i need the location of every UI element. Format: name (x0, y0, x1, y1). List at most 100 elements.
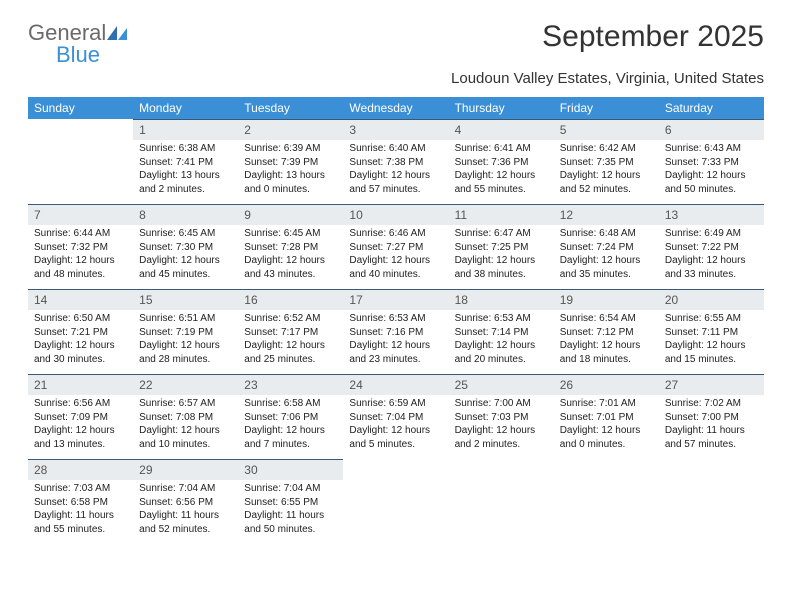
calendar-cell: 7Sunrise: 6:44 AMSunset: 7:32 PMDaylight… (28, 204, 133, 289)
daylight-text: Daylight: 12 hours and 45 minutes. (139, 254, 232, 281)
calendar-cell: 9Sunrise: 6:45 AMSunset: 7:28 PMDaylight… (238, 204, 343, 289)
sunrise-text: Sunrise: 6:55 AM (665, 312, 758, 326)
day-number: 5 (554, 119, 659, 140)
sunrise-text: Sunrise: 6:50 AM (34, 312, 127, 326)
daylight-text: Daylight: 12 hours and 35 minutes. (560, 254, 653, 281)
calendar-cell: 5Sunrise: 6:42 AMSunset: 7:35 PMDaylight… (554, 119, 659, 204)
calendar-cell: 21Sunrise: 6:56 AMSunset: 7:09 PMDayligh… (28, 374, 133, 459)
weekday-header: Thursday (449, 97, 554, 119)
sunrise-text: Sunrise: 6:47 AM (455, 227, 548, 241)
sunset-text: Sunset: 7:28 PM (244, 241, 337, 255)
calendar-cell (659, 459, 764, 544)
weekday-header: Friday (554, 97, 659, 119)
daylight-text: Daylight: 12 hours and 48 minutes. (34, 254, 127, 281)
sunset-text: Sunset: 7:25 PM (455, 241, 548, 255)
sunset-text: Sunset: 6:56 PM (139, 496, 232, 510)
daylight-text: Daylight: 12 hours and 25 minutes. (244, 339, 337, 366)
sunrise-text: Sunrise: 7:00 AM (455, 397, 548, 411)
sunset-text: Sunset: 7:08 PM (139, 411, 232, 425)
day-number: 27 (659, 374, 764, 395)
calendar-cell: 30Sunrise: 7:04 AMSunset: 6:55 PMDayligh… (238, 459, 343, 544)
sunrise-text: Sunrise: 6:41 AM (455, 142, 548, 156)
calendar-cell: 27Sunrise: 7:02 AMSunset: 7:00 PMDayligh… (659, 374, 764, 459)
day-number: 22 (133, 374, 238, 395)
sunrise-text: Sunrise: 6:43 AM (665, 142, 758, 156)
weekday-header-row: SundayMondayTuesdayWednesdayThursdayFrid… (28, 97, 764, 119)
daylight-text: Daylight: 12 hours and 20 minutes. (455, 339, 548, 366)
day-number: 18 (449, 289, 554, 310)
sunset-text: Sunset: 7:36 PM (455, 156, 548, 170)
sunrise-text: Sunrise: 7:01 AM (560, 397, 653, 411)
day-number: 21 (28, 374, 133, 395)
day-details: Sunrise: 6:40 AMSunset: 7:38 PMDaylight:… (343, 140, 448, 204)
day-details: Sunrise: 6:42 AMSunset: 7:35 PMDaylight:… (554, 140, 659, 204)
sunset-text: Sunset: 7:06 PM (244, 411, 337, 425)
day-details: Sunrise: 6:44 AMSunset: 7:32 PMDaylight:… (28, 225, 133, 289)
sunrise-text: Sunrise: 6:53 AM (455, 312, 548, 326)
day-details: Sunrise: 6:39 AMSunset: 7:39 PMDaylight:… (238, 140, 343, 204)
day-number: 1 (133, 119, 238, 140)
sunrise-text: Sunrise: 6:38 AM (139, 142, 232, 156)
day-details: Sunrise: 6:56 AMSunset: 7:09 PMDaylight:… (28, 395, 133, 459)
day-number: 6 (659, 119, 764, 140)
calendar-cell: 20Sunrise: 6:55 AMSunset: 7:11 PMDayligh… (659, 289, 764, 374)
daylight-text: Daylight: 12 hours and 30 minutes. (34, 339, 127, 366)
sunrise-text: Sunrise: 7:02 AM (665, 397, 758, 411)
day-details: Sunrise: 6:46 AMSunset: 7:27 PMDaylight:… (343, 225, 448, 289)
sunset-text: Sunset: 7:39 PM (244, 156, 337, 170)
day-details: Sunrise: 6:41 AMSunset: 7:36 PMDaylight:… (449, 140, 554, 204)
daylight-text: Daylight: 12 hours and 40 minutes. (349, 254, 442, 281)
day-number: 30 (238, 459, 343, 480)
day-details: Sunrise: 6:43 AMSunset: 7:33 PMDaylight:… (659, 140, 764, 204)
sunset-text: Sunset: 7:14 PM (455, 326, 548, 340)
sunrise-text: Sunrise: 6:57 AM (139, 397, 232, 411)
sunset-text: Sunset: 7:41 PM (139, 156, 232, 170)
sunrise-text: Sunrise: 7:04 AM (139, 482, 232, 496)
day-number: 28 (28, 459, 133, 480)
day-number: 4 (449, 119, 554, 140)
daylight-text: Daylight: 12 hours and 57 minutes. (349, 169, 442, 196)
calendar-week-row: 14Sunrise: 6:50 AMSunset: 7:21 PMDayligh… (28, 289, 764, 374)
sunset-text: Sunset: 7:21 PM (34, 326, 127, 340)
daylight-text: Daylight: 12 hours and 33 minutes. (665, 254, 758, 281)
sunset-text: Sunset: 7:04 PM (349, 411, 442, 425)
day-number: 8 (133, 204, 238, 225)
day-number: 20 (659, 289, 764, 310)
day-details: Sunrise: 6:51 AMSunset: 7:19 PMDaylight:… (133, 310, 238, 374)
calendar-cell (449, 459, 554, 544)
daylight-text: Daylight: 11 hours and 50 minutes. (244, 509, 337, 536)
calendar-cell: 28Sunrise: 7:03 AMSunset: 6:58 PMDayligh… (28, 459, 133, 544)
day-details: Sunrise: 6:55 AMSunset: 7:11 PMDaylight:… (659, 310, 764, 374)
day-number: 25 (449, 374, 554, 395)
sunset-text: Sunset: 6:58 PM (34, 496, 127, 510)
logo: GeneralBlue (28, 20, 129, 68)
daylight-text: Daylight: 12 hours and 13 minutes. (34, 424, 127, 451)
daylight-text: Daylight: 12 hours and 0 minutes. (560, 424, 653, 451)
sunrise-text: Sunrise: 6:53 AM (349, 312, 442, 326)
calendar-cell: 17Sunrise: 6:53 AMSunset: 7:16 PMDayligh… (343, 289, 448, 374)
day-number: 13 (659, 204, 764, 225)
sunset-text: Sunset: 7:19 PM (139, 326, 232, 340)
sunrise-text: Sunrise: 7:04 AM (244, 482, 337, 496)
daylight-text: Daylight: 13 hours and 0 minutes. (244, 169, 337, 196)
weekday-header: Saturday (659, 97, 764, 119)
day-details: Sunrise: 6:54 AMSunset: 7:12 PMDaylight:… (554, 310, 659, 374)
day-details: Sunrise: 6:57 AMSunset: 7:08 PMDaylight:… (133, 395, 238, 459)
calendar-week-row: 28Sunrise: 7:03 AMSunset: 6:58 PMDayligh… (28, 459, 764, 544)
sunrise-text: Sunrise: 6:49 AM (665, 227, 758, 241)
day-number: 7 (28, 204, 133, 225)
daylight-text: Daylight: 12 hours and 2 minutes. (455, 424, 548, 451)
sunset-text: Sunset: 7:11 PM (665, 326, 758, 340)
logo-sail-icon (107, 26, 129, 42)
sunrise-text: Sunrise: 6:56 AM (34, 397, 127, 411)
day-details: Sunrise: 6:45 AMSunset: 7:30 PMDaylight:… (133, 225, 238, 289)
sunset-text: Sunset: 7:22 PM (665, 241, 758, 255)
day-number: 17 (343, 289, 448, 310)
sunrise-text: Sunrise: 6:40 AM (349, 142, 442, 156)
daylight-text: Daylight: 12 hours and 52 minutes. (560, 169, 653, 196)
weekday-header: Tuesday (238, 97, 343, 119)
calendar-cell: 25 Sunrise: 7:00 AMSunset: 7:03 PMDayligh… (449, 374, 554, 459)
calendar-cell: 19Sunrise: 6:54 AMSunset: 7:12 PMDayligh… (554, 289, 659, 374)
sunset-text: Sunset: 7:03 PM (455, 411, 548, 425)
day-details: Sunrise: 6:38 AMSunset: 7:41 PMDaylight:… (133, 140, 238, 204)
